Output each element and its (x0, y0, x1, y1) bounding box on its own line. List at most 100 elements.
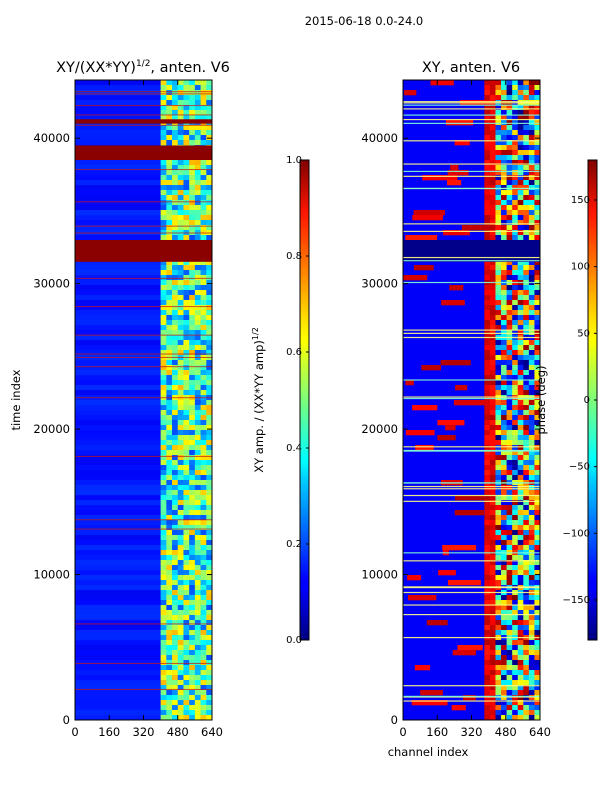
phase-wrap-cell (528, 195, 535, 201)
amp-bright-cell (172, 570, 179, 576)
amp-bright-cell (160, 385, 167, 391)
phase-wrap-cell (534, 175, 540, 181)
amp-bright-cell (166, 430, 173, 436)
amp-bright-cell (160, 380, 167, 386)
amp-bright-cell (166, 585, 173, 591)
phase-wrap-cell (489, 545, 496, 551)
phase-wrap-cell (517, 330, 524, 336)
amp-bright-cell (194, 450, 201, 456)
amp-bright-cell (166, 105, 173, 111)
phase-wrap-cell (506, 460, 513, 466)
amp-bright-cell (183, 545, 190, 551)
amp-bright-cell (172, 550, 179, 556)
phase-wrap-cell (512, 190, 519, 196)
amp-bright-cell (160, 125, 167, 131)
amp-row-cell (75, 485, 161, 491)
amp-bright-cell (194, 350, 201, 356)
amp-bright-cell (183, 655, 190, 661)
phase-wrap-cell (523, 95, 530, 101)
amp-bright-cell (177, 290, 184, 296)
phase-wrap-cell (517, 320, 524, 326)
amp-bright-cell (206, 370, 212, 376)
amp-bright-cell (194, 675, 201, 681)
amp-bright-cell (166, 115, 173, 121)
amp-bright-cell (177, 340, 184, 346)
amp-bright-cell (206, 195, 212, 201)
phase-wrap-cell (512, 495, 519, 501)
amp-bright-cell (189, 510, 196, 516)
phase-wrap-cell (512, 710, 519, 716)
amp-bright-cell (177, 220, 184, 226)
y-tick-label: 10000 (361, 568, 398, 582)
amp-bright-cell (166, 180, 173, 186)
phase-wrap-cell (528, 235, 535, 241)
amp-bright-cell (172, 415, 179, 421)
colorbar-tick-label: 0.0 (286, 635, 302, 646)
phase-wrap-cell (512, 455, 519, 461)
phase-wrap-cell (512, 355, 519, 361)
amp-bright-cell (200, 95, 207, 101)
phase-wrap-cell (489, 535, 496, 541)
phase-speckle (407, 595, 437, 601)
phase-wrap-cell (489, 235, 496, 241)
phase-wrap-cell (534, 365, 540, 371)
phase-wrap-cell (484, 445, 491, 451)
phase-wrap-cell (512, 295, 519, 301)
phase-wrap-cell (506, 365, 513, 371)
phase-wrap-cell (517, 305, 524, 311)
phase-wrap-cell (512, 230, 519, 236)
amp-bright-cell (177, 175, 184, 181)
amp-bright-cell (206, 635, 212, 641)
phase-wrap-cell (489, 190, 496, 196)
amp-bright-cell (183, 505, 190, 511)
amp-row-cell (75, 135, 161, 141)
phase-wrap-cell (517, 365, 524, 371)
amp-bright-cell (200, 525, 207, 531)
phase-wrap-cell (523, 125, 530, 131)
amp-bright-cell (177, 430, 184, 436)
phase-speckle (447, 170, 469, 176)
phase-wrap-cell (495, 195, 502, 201)
amp-bright-cell (166, 410, 173, 416)
amp-bright-cell (177, 665, 184, 671)
amp-bright-cell (194, 265, 201, 271)
phase-wrap-cell (517, 385, 524, 391)
amp-bright-cell (160, 330, 167, 336)
amp-bright-cell (172, 490, 179, 496)
phase-speckle (411, 700, 448, 706)
amp-bright-cell (166, 335, 173, 341)
amp-bright-cell (160, 565, 167, 571)
amp-bright-cell (160, 430, 167, 436)
x-tick-label: 160 (426, 725, 448, 739)
amp-bright-cell (177, 200, 184, 206)
phase-wrap-cell (528, 595, 535, 601)
phase-wrap-cell (489, 160, 496, 166)
amp-bright-cell (194, 480, 201, 486)
amp-bright-cell (206, 305, 212, 311)
phase-wrap-cell (506, 295, 513, 301)
amp-bright-cell (177, 90, 184, 96)
phase-wrap-cell (501, 400, 507, 406)
amp-bright-cell (183, 350, 190, 356)
amp-bright-cell (160, 275, 167, 281)
amp-bright-cell (194, 225, 201, 231)
phase-wrap-cell (501, 445, 507, 451)
amp-bright-cell (177, 710, 184, 716)
amp-bright-cell (194, 300, 201, 306)
phase-speckle (403, 275, 428, 281)
phase-wrap-cell (512, 680, 519, 686)
amp-bright-cell (189, 640, 196, 646)
phase-wrap-cell (506, 320, 513, 326)
phase-wrap-cell (512, 410, 519, 416)
phase-wrap-cell (512, 220, 519, 226)
amp-bright-cell (200, 560, 207, 566)
phase-wrap-cell (528, 410, 535, 416)
phase-wrap-cell (495, 305, 502, 311)
amp-bright-cell (206, 300, 212, 306)
amp-bright-cell (206, 135, 212, 141)
amp-row-cell (75, 520, 161, 526)
phase-wrap-cell (528, 710, 535, 716)
phase-wrap-cell (484, 320, 491, 326)
amp-bright-cell (194, 605, 201, 611)
